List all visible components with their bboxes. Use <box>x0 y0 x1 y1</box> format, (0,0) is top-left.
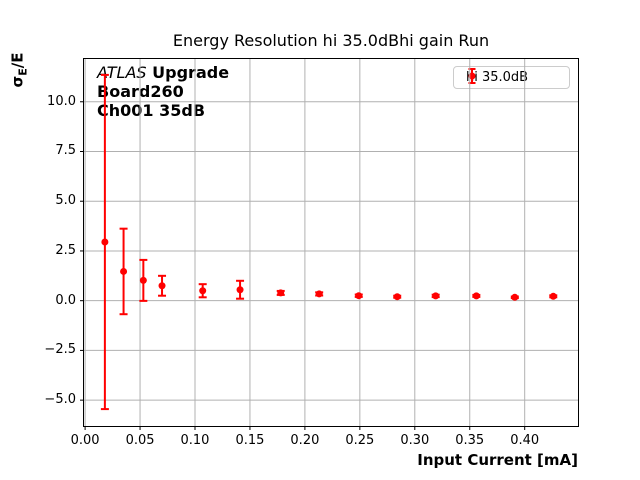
y-tick-label: 5.0 <box>55 193 76 209</box>
x-tick-label: 0.25 <box>345 433 375 448</box>
data-point <box>101 238 109 246</box>
data-point <box>315 290 323 298</box>
y-axis-label-subscript: E <box>16 68 30 76</box>
y-tick-label: 10.0 <box>47 93 76 109</box>
x-tick-label: 0.40 <box>510 433 540 448</box>
chart-canvas <box>80 59 578 430</box>
x-tick-label: 0.00 <box>70 433 100 448</box>
y-tick-label: 7.5 <box>55 143 76 159</box>
data-point <box>277 289 285 297</box>
data-point <box>472 292 480 300</box>
data-point <box>393 293 401 301</box>
data-point <box>236 286 244 294</box>
annotation-atlas: ATLAS <box>97 63 147 82</box>
y-axis-label-rest: /E <box>8 52 27 69</box>
data-point <box>139 276 147 284</box>
chart-title: Energy Resolution hi 35.0dBhi gain Run <box>172 31 490 50</box>
x-tick-label: 0.35 <box>455 433 485 448</box>
y-tick-label: 2.5 <box>55 242 76 258</box>
data-point <box>158 282 166 290</box>
data-point <box>549 292 557 300</box>
data-point <box>199 287 207 295</box>
annotation-upgrade: Upgrade <box>146 63 230 82</box>
y-tick-label: −5.0 <box>44 392 76 408</box>
x-tick-label: 0.05 <box>125 433 155 448</box>
data-point <box>511 293 519 301</box>
x-tick-label: 0.10 <box>180 433 210 448</box>
legend-label: hi 35.0dB <box>466 70 529 85</box>
y-axis-label-sigma: σ <box>8 75 27 88</box>
x-tick-label: 0.20 <box>290 433 320 448</box>
annotation-line-1: ATLAS Upgrade <box>97 63 229 82</box>
y-tick-label: −2.5 <box>44 342 76 358</box>
annotation-box: ATLAS Upgrade Board260 Ch001 35dB <box>97 63 229 120</box>
data-point <box>120 267 128 275</box>
y-tick-label: 0.0 <box>55 292 76 308</box>
y-axis-label: σE/E <box>9 53 30 88</box>
data-point <box>432 292 440 300</box>
plot-area: ATLAS Upgrade Board260 Ch001 35dB hi 35.… <box>44 58 579 448</box>
legend: hi 35.0dB <box>453 66 570 89</box>
x-tick-label: 0.15 <box>235 433 265 448</box>
x-tick-label: 0.30 <box>400 433 430 448</box>
data-point <box>355 292 363 300</box>
x-axis-label: Input Current [mA] <box>417 451 578 469</box>
annotation-line-3: Ch001 35dB <box>97 101 206 120</box>
